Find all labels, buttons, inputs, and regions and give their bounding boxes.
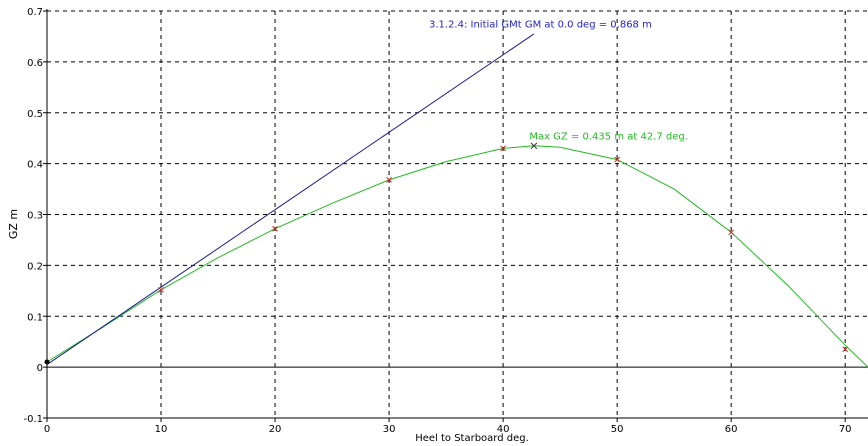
gz-data-marker: [386, 177, 392, 183]
axes: [43, 9, 868, 422]
gm-series-line: [46, 33, 535, 366]
grid-lines: [47, 10, 868, 419]
max-gz-marker: [530, 142, 538, 150]
max-gz-annotation: Max GZ = 0.435 m at 42.7 deg.: [529, 132, 688, 143]
gz-data-marker: [500, 145, 506, 152]
data-markers: [44, 142, 849, 365]
y-tick-label: -0.1: [23, 414, 43, 425]
x-tick-label: 0: [44, 424, 50, 435]
x-tick-label: 10: [155, 424, 168, 435]
gz-data-marker: [158, 286, 164, 293]
origin-point: [44, 359, 50, 365]
y-axis-label: GZ m: [7, 209, 20, 239]
x-tick-label: 60: [725, 424, 738, 435]
gz-data-marker: [614, 156, 620, 163]
gz-data-marker: [728, 229, 735, 236]
x-tick-label: 40: [497, 424, 510, 435]
y-tick-label: 0: [37, 363, 43, 374]
y-tick-label: 0.1: [27, 312, 43, 323]
x-tick-label: 30: [383, 424, 396, 435]
y-tick-label: 0.6: [27, 58, 43, 69]
gz-data-marker: [272, 225, 278, 232]
y-tick-label: 0.3: [27, 211, 43, 222]
y-tick-label: 0.4: [27, 160, 43, 171]
gz-data-marker: [842, 346, 849, 353]
x-tick-label: 50: [611, 424, 624, 435]
x-tick-label: 70: [839, 424, 852, 435]
y-tick-label: 0.5: [27, 109, 43, 120]
y-tick-label: 0.2: [27, 261, 43, 272]
x-tick-label: 20: [269, 424, 282, 435]
x-axis-label: Heel to Starboard deg.: [415, 433, 529, 444]
y-tick-label: 0.7: [27, 7, 43, 18]
tick-labels: 0 10 20 30 40 50 60 70-0.100.10.20.30.40.50.60.…: [23, 7, 851, 435]
gm-annotation: 3.1.2.4: Initial GMt GM at 0.0 deg = 0.8…: [429, 20, 652, 31]
